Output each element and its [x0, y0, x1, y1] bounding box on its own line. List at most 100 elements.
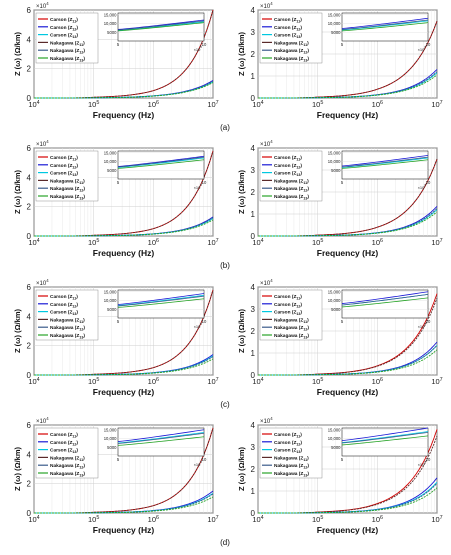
legend-entry-sub: 13 — [303, 197, 307, 201]
x-tick-label: 106 — [372, 515, 383, 524]
legend-entry-close: ) — [83, 40, 85, 46]
legend-entry: Nakagawa (Z12) — [50, 48, 85, 55]
x-tick-label-base: 10 — [431, 238, 439, 247]
y-tick-label: 0 — [27, 371, 32, 380]
x-tick-label-base: 10 — [207, 100, 215, 109]
y-tick-label: 2 — [27, 342, 32, 351]
legend-entry-close: ) — [307, 325, 309, 331]
y-tick-label: 4 — [251, 421, 256, 430]
legend-entry-sub: 11 — [72, 297, 76, 301]
inset-x-multiplier-base: ×10 — [194, 185, 202, 190]
x-tick-label-exp: 6 — [156, 100, 159, 106]
inset-y-tick-label: 10,000 — [328, 21, 341, 26]
x-tick-label: 104 — [28, 100, 39, 109]
subfigure-label: (d) — [220, 538, 230, 547]
legend-entry-text: Nakagawa (Z — [274, 333, 303, 339]
legend-entry-sub: 11 — [296, 297, 300, 301]
inset-x-multiplier-base: ×10 — [194, 324, 202, 329]
inset-x-multiplier-base: ×10 — [418, 47, 426, 52]
inset-y-tick-label: 10,000 — [328, 159, 341, 164]
y-multiplier-base: ×10 — [260, 4, 271, 10]
y-tick-label: 4 — [27, 450, 32, 459]
x-tick-label-exp: 4 — [261, 238, 264, 244]
y-multiplier: ×104 — [260, 416, 273, 425]
legend-entry: Carson (Z11) — [50, 17, 78, 24]
x-tick-label: 107 — [431, 377, 442, 386]
legend-entry-text: Carson (Z — [274, 294, 296, 300]
series-line — [34, 355, 214, 376]
x-axis-title: Frequency (Hz) — [317, 110, 379, 120]
y-tick-label: 4 — [27, 312, 32, 321]
legend-entry: Nakagawa (Z11) — [274, 178, 309, 185]
legend-entry-sub: 11 — [303, 458, 307, 462]
inset-series-line — [117, 294, 205, 306]
x-tick-label: 105 — [312, 515, 323, 524]
x-tick-label-base: 10 — [312, 238, 320, 247]
y-tick-label: 0 — [251, 232, 256, 241]
x-tick-label-exp: 4 — [37, 515, 40, 521]
legend-entry-sub: 13 — [79, 336, 83, 340]
legend-entry-close: ) — [76, 294, 78, 300]
legend-entry-sub: 13 — [79, 474, 83, 478]
legend-entry: Nakagawa (Z12) — [274, 48, 309, 55]
inset-x-tick-label: 10 — [202, 319, 207, 324]
legend-entry: Nakagawa (Z11) — [274, 317, 309, 324]
x-tick-label-base: 10 — [312, 377, 320, 386]
series-line — [34, 289, 214, 376]
legend-entry: Carson (Z12) — [50, 163, 78, 170]
y-multiplier: ×104 — [36, 278, 49, 287]
legend-entry-close: ) — [300, 171, 302, 177]
inset-x-multiplier-base: ×10 — [418, 324, 426, 329]
legend-entry-close: ) — [83, 463, 85, 469]
legend-entry-text: Carson (Z — [274, 432, 296, 438]
legend-entry-text: Nakagawa (Z — [50, 463, 79, 469]
inset-x-tick-label: 5 — [117, 180, 120, 185]
y-tick-label: 0 — [251, 509, 256, 518]
y-multiplier: ×104 — [260, 139, 273, 148]
y-tick-label: 4 — [251, 283, 256, 292]
legend-entry: Carson (Z12) — [274, 25, 302, 32]
inset-x-multiplier-exp: 6 — [200, 460, 202, 464]
y-tick-label: 4 — [27, 35, 32, 44]
legend-entry-sub: 11 — [296, 158, 300, 162]
inset-y-tick-label: 5000 — [107, 168, 117, 173]
series-line — [34, 218, 214, 237]
legend-entry-sub: 12 — [79, 189, 83, 193]
x-tick-label-base: 10 — [431, 515, 439, 524]
legend-entry-text: Nakagawa (Z — [50, 40, 79, 46]
inset-x-tick-label: 5 — [341, 42, 344, 47]
x-tick-label-exp: 6 — [156, 377, 159, 383]
x-tick-label-exp: 5 — [320, 238, 323, 244]
legend-entry-sub: 13 — [72, 173, 76, 177]
legend-entry-close: ) — [300, 302, 302, 308]
inset-series-line — [341, 157, 429, 168]
legend-box — [35, 150, 99, 202]
x-tick-label-base: 10 — [148, 377, 156, 386]
legend-entry-text: Carson (Z — [50, 302, 72, 308]
x-tick-label: 105 — [88, 377, 99, 386]
series-line — [258, 481, 438, 514]
series-line — [34, 81, 214, 99]
y-tick-label: 1 — [251, 210, 256, 219]
legend-entry: Carson (Z13) — [50, 171, 78, 178]
legend-entry-text: Carson (Z — [50, 17, 72, 23]
legend-entry: Carson (Z12) — [274, 163, 302, 170]
inset-x-tick-label: 10 — [426, 42, 431, 47]
y-tick-label: 4 — [27, 173, 32, 182]
legend-entry-text: Carson (Z — [50, 171, 72, 177]
y-tick-label: 6 — [27, 144, 32, 153]
y-tick-label: 2 — [27, 203, 32, 212]
x-tick-label-base: 10 — [28, 100, 36, 109]
x-tick-label: 106 — [372, 238, 383, 247]
legend-entry: Carson (Z12) — [274, 302, 302, 309]
legend-entry-sub: 12 — [303, 328, 307, 332]
series-line — [258, 209, 438, 237]
legend-entry-sub: 13 — [303, 336, 307, 340]
inset-series-line — [117, 431, 205, 444]
x-tick-label-exp: 5 — [96, 238, 99, 244]
x-tick-label: 106 — [372, 377, 383, 386]
legend-entry-close: ) — [76, 171, 78, 177]
